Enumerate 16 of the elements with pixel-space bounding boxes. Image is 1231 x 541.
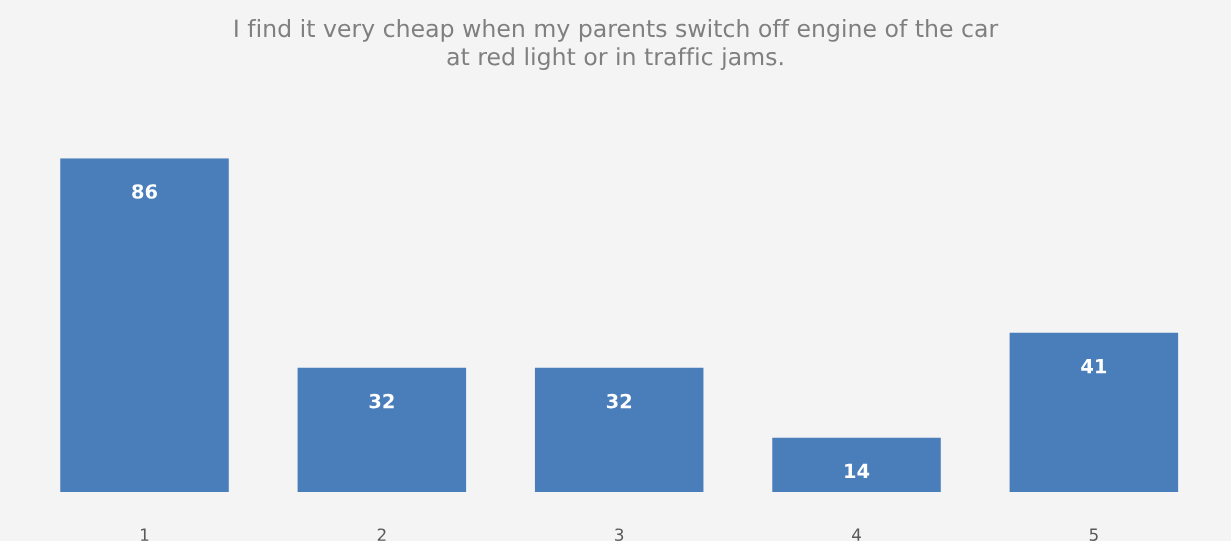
bar <box>772 437 941 492</box>
chart-title: I find it very cheap when my parents switch off engine of the car at red light or in traffic jams. <box>235 18 999 71</box>
bar <box>534 367 704 492</box>
data-label: 32 <box>606 393 632 409</box>
x-tick-label: 5 <box>1089 528 1098 541</box>
bar <box>1009 332 1179 492</box>
x-tick-label: 4 <box>852 528 861 541</box>
data-label: 86 <box>132 184 157 199</box>
bar <box>60 158 229 492</box>
x-tick-label: 3 <box>615 528 624 541</box>
x-tick-label: 2 <box>377 528 386 541</box>
data-label: 41 <box>1081 359 1107 374</box>
data-label: 14 <box>845 463 870 479</box>
x-tick-label: 1 <box>141 528 149 541</box>
data-label: 32 <box>369 393 394 409</box>
bar <box>297 367 467 492</box>
